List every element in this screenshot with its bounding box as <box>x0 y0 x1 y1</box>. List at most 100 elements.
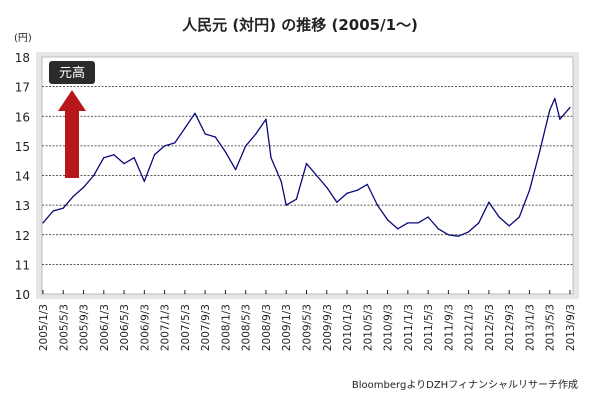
data-point <box>518 216 520 218</box>
data-point <box>549 109 551 111</box>
x-tick-label: 2006/5/3 <box>119 304 131 351</box>
data-point <box>326 186 328 188</box>
data-point <box>457 235 460 237</box>
data-point <box>356 189 358 191</box>
x-tick-label: 2009/9/3 <box>322 304 334 351</box>
annotation-label: 元高 <box>59 65 85 81</box>
data-point <box>569 106 571 108</box>
data-point <box>488 201 490 203</box>
data-point <box>386 219 389 221</box>
data-point <box>123 163 125 165</box>
y-tick-label: 15 <box>15 140 30 154</box>
x-tick-label: 2011/9/3 <box>443 304 455 351</box>
data-point <box>305 163 308 165</box>
data-point <box>554 97 556 100</box>
x-tick-label: 2013/9/3 <box>565 304 577 351</box>
data-point <box>52 210 54 212</box>
data-point <box>417 222 419 224</box>
data-point <box>255 133 257 135</box>
data-point <box>285 204 287 206</box>
y-tick-label: 16 <box>15 110 30 124</box>
data-point <box>245 145 247 147</box>
data-point <box>82 186 85 188</box>
x-tick-label: 2012/9/3 <box>504 304 516 351</box>
x-tick-label: 2012/5/3 <box>484 304 496 351</box>
y-tick-label: 13 <box>15 199 30 213</box>
y-tick-label: 17 <box>15 81 30 95</box>
data-point <box>437 228 439 230</box>
data-point <box>270 157 272 159</box>
data-point <box>113 154 115 156</box>
y-tick-label: 10 <box>15 288 30 302</box>
data-point <box>376 204 379 206</box>
data-point <box>427 216 429 218</box>
data-point <box>194 112 196 114</box>
data-point <box>316 174 318 177</box>
data-point <box>133 157 135 159</box>
data-point <box>538 151 541 153</box>
data-point <box>265 118 267 120</box>
y-tick-label: 11 <box>15 258 30 272</box>
data-point <box>174 142 176 144</box>
data-point <box>62 207 64 209</box>
x-tick-label: 2012/1/3 <box>464 304 476 351</box>
x-tick-label: 2007/5/3 <box>180 304 192 351</box>
x-tick-label: 2010/9/3 <box>383 304 395 351</box>
data-point <box>224 151 227 153</box>
x-tick-label: 2007/1/3 <box>160 304 172 351</box>
x-tick-label: 2007/9/3 <box>200 304 212 351</box>
x-tick-label: 2010/1/3 <box>342 304 354 351</box>
x-tick-label: 2009/5/3 <box>302 304 314 351</box>
x-tick-label: 2010/5/3 <box>362 304 374 351</box>
data-point <box>508 225 510 227</box>
data-point <box>528 189 531 191</box>
x-tick-label: 2009/1/3 <box>281 304 293 351</box>
data-point <box>498 216 500 218</box>
data-point <box>204 133 206 135</box>
data-point <box>366 183 368 185</box>
x-tick-label: 2008/5/3 <box>241 304 253 351</box>
data-point <box>295 198 297 200</box>
y-tick-label: 12 <box>15 229 30 243</box>
x-tick-label: 2006/9/3 <box>139 304 151 351</box>
source-note: BloombergよりDZHフィナンシャルリサーチ作成 <box>351 380 578 391</box>
data-point <box>143 180 145 183</box>
data-point <box>234 168 237 171</box>
x-tick-label: 2011/1/3 <box>403 304 415 351</box>
chart-title: 人民元 (対円) の推移 (2005/1〜) <box>182 16 418 34</box>
y-tick-label: 14 <box>15 170 30 184</box>
data-point <box>478 222 480 224</box>
x-tick-label: 2008/1/3 <box>220 304 232 351</box>
x-tick-label: 2005/9/3 <box>79 304 91 351</box>
data-point <box>184 127 186 129</box>
data-point <box>72 195 75 197</box>
x-tick-label: 2011/5/3 <box>423 304 435 351</box>
x-tick-label: 2005/1/3 <box>38 304 50 351</box>
annotation-box <box>49 61 95 84</box>
y-tick-label: 18 <box>15 51 30 65</box>
data-point <box>336 201 338 203</box>
data-point <box>164 145 166 147</box>
data-point <box>346 192 348 194</box>
data-point <box>214 136 216 138</box>
data-point <box>559 118 561 120</box>
x-tick-label: 2013/5/3 <box>545 304 557 351</box>
up-arrow-icon <box>58 90 86 178</box>
data-point <box>280 180 282 183</box>
y-axis-unit: (円) <box>14 33 32 44</box>
plot-area <box>41 56 574 295</box>
x-tick-label: 2008/9/3 <box>261 304 273 351</box>
x-tick-label: 2005/5/3 <box>58 304 70 351</box>
data-point <box>407 222 409 224</box>
data-point <box>397 228 399 230</box>
data-point <box>447 234 449 236</box>
data-point <box>468 231 470 233</box>
data-point <box>153 154 156 156</box>
x-tick-label: 2013/1/3 <box>524 304 536 351</box>
data-point <box>42 222 44 224</box>
x-tick-label: 2006/1/3 <box>99 304 111 351</box>
data-point <box>93 174 95 177</box>
data-point <box>103 157 105 159</box>
